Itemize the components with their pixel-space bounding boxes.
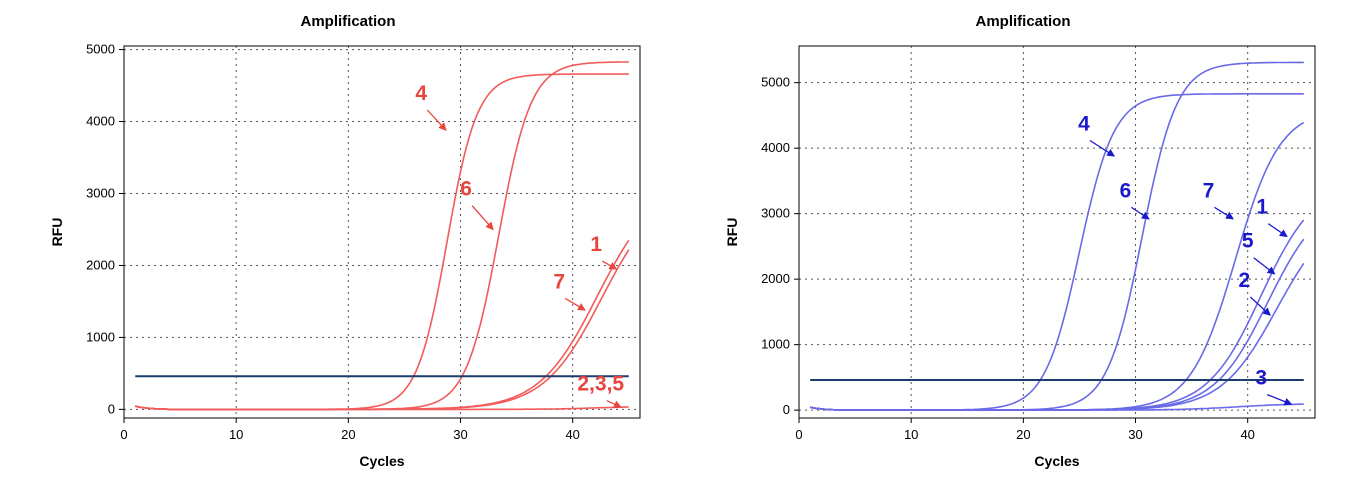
- x-tick-label: 10: [904, 427, 918, 442]
- annotation-arrow: [471, 205, 494, 231]
- y-tick-label: 0: [108, 401, 115, 416]
- y-axis-label: RFU: [49, 218, 65, 247]
- y-tick-label: 3000: [761, 206, 790, 221]
- annotation-label: 2: [1238, 269, 1250, 292]
- x-tick-label: 30: [453, 427, 467, 442]
- curve-sample-6: [810, 61, 1304, 411]
- chart-title: Amplification: [300, 13, 395, 30]
- annotation-label: 5: [1242, 230, 1254, 253]
- plot-frame: [123, 45, 641, 419]
- x-axis-label: Cycles: [359, 453, 404, 469]
- annotation-label: 4: [415, 82, 427, 105]
- annotation-arrow: [606, 400, 622, 408]
- y-tick-label: 3000: [86, 186, 115, 201]
- amplification-curves: [810, 61, 1305, 411]
- curve-sample-3: [810, 403, 1304, 411]
- annotation-arrow: [1267, 223, 1288, 238]
- grid-lines: [799, 46, 1315, 418]
- annotation-arrow: [1266, 393, 1293, 406]
- x-tick-label: 0: [795, 427, 802, 442]
- annotation-label: 3: [1255, 367, 1267, 390]
- y-tick-label: 5000: [86, 42, 115, 57]
- y-axis-label: RFU: [724, 218, 740, 247]
- y-tick-label: 2000: [86, 257, 115, 272]
- curve-annotations: 4 6 1 7 2,3,5: [415, 82, 624, 408]
- annotation-arrow: [1253, 257, 1276, 275]
- annotation-label: 4: [1078, 112, 1090, 135]
- x-tick-label: 40: [565, 427, 579, 442]
- annotation-arrow: [426, 109, 447, 131]
- curve-sample-4: [810, 93, 1304, 411]
- right-amplification-chart: Amplification Cycles RFU 0 10 20 30 40 0 1000 2000…: [724, 13, 1316, 469]
- curve-sample-2: [810, 262, 1305, 411]
- x-axis-label: Cycles: [1034, 453, 1079, 469]
- annotation-label: 1: [590, 233, 602, 256]
- annotation-label: 7: [1203, 179, 1215, 202]
- curve-sample-5: [810, 238, 1305, 411]
- x-tick-label: 20: [341, 427, 355, 442]
- y-tick-label: 2000: [761, 271, 790, 286]
- y-tick-label: 1000: [86, 329, 115, 344]
- curve-sample-6: [135, 61, 629, 411]
- y-tick-label: 1000: [761, 337, 790, 352]
- x-tick-label: 20: [1016, 427, 1030, 442]
- annotation-arrow: [1131, 206, 1150, 220]
- x-tick-label: 40: [1240, 427, 1254, 442]
- annotation-label: 6: [460, 178, 472, 201]
- annotation-label: 6: [1120, 179, 1132, 202]
- y-tick-label: 0: [783, 402, 790, 417]
- y-tick-label: 4000: [761, 140, 790, 155]
- amplification-curves: [135, 61, 630, 411]
- x-tick-label: 0: [120, 427, 127, 442]
- annotation-label: 7: [553, 270, 565, 293]
- curve-sample-4: [135, 73, 629, 411]
- y-tick-label: 5000: [761, 75, 790, 90]
- annotation-arrow: [1089, 139, 1116, 157]
- annotation-arrow: [564, 297, 586, 311]
- annotation-label: 1: [1256, 196, 1268, 219]
- curve-sample-2-3-5: [135, 405, 629, 411]
- annotation-label: 2,3,5: [577, 373, 624, 396]
- y-tick-label: 4000: [86, 114, 115, 129]
- annotation-arrow: [601, 260, 618, 270]
- left-amplification-chart: Amplification Cycles RFU 0 10 20 30 40 0 1000 2000…: [49, 13, 641, 469]
- chart-title: Amplification: [975, 13, 1070, 30]
- plot-frame: [798, 45, 1316, 419]
- x-tick-label: 10: [229, 427, 243, 442]
- annotation-arrow: [1214, 206, 1234, 220]
- x-tick-label: 30: [1128, 427, 1142, 442]
- curve-sample-1: [810, 219, 1305, 411]
- annotation-arrow: [1249, 296, 1271, 316]
